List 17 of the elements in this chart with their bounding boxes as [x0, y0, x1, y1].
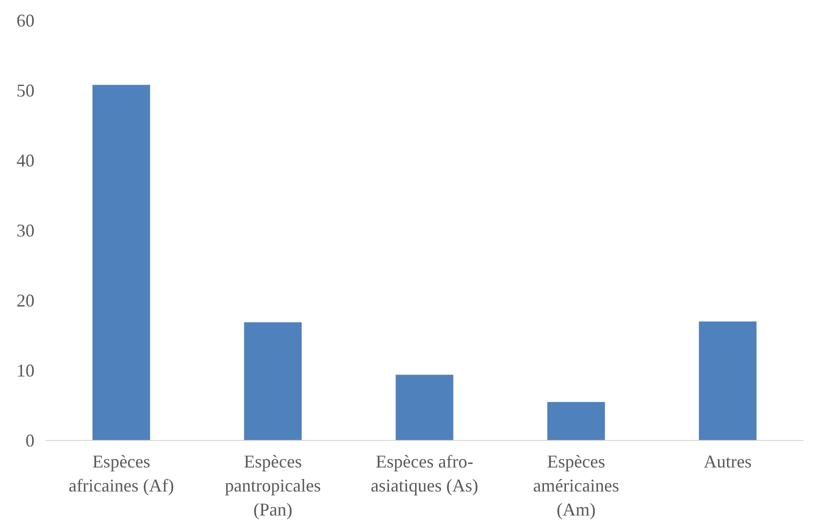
bar	[92, 84, 150, 440]
bar	[698, 322, 757, 440]
y-tick-label: 30	[16, 220, 34, 240]
y-tick-label: 10	[16, 360, 34, 380]
y-tick-label: 20	[16, 290, 34, 310]
bar	[244, 322, 302, 440]
x-tick-label: Espèces africaines (Af)	[68, 452, 174, 496]
x-tick-label: Autres	[704, 452, 752, 472]
x-tick-label: Espèces afro-asiatiques (As)	[370, 452, 478, 496]
x-tick-label: Espèces américaines (Am)	[533, 452, 620, 520]
x-tick-label: Espèces pantropicales (Pan)	[224, 452, 321, 520]
y-tick-label: 60	[16, 10, 34, 30]
y-tick-label: 50	[16, 80, 34, 100]
y-tick-label: 0	[26, 430, 34, 450]
y-tick-label: 40	[16, 150, 34, 170]
bar	[396, 374, 454, 440]
bar	[547, 402, 605, 440]
